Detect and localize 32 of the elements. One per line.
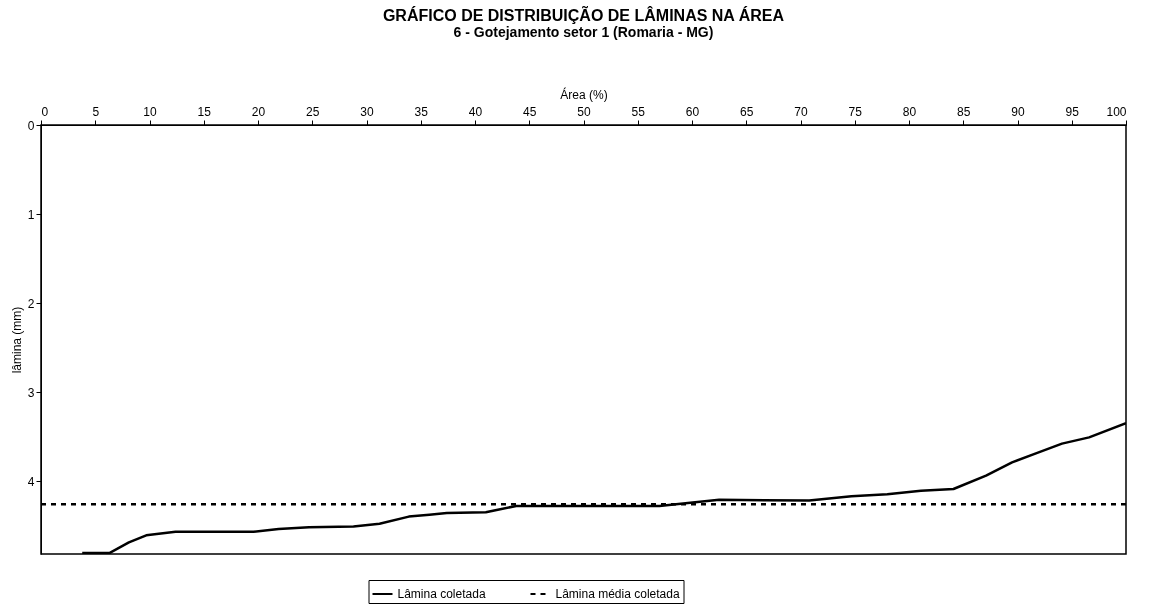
x-tick-label: 5 bbox=[92, 104, 100, 119]
y-tick-label: 0 bbox=[27, 118, 35, 133]
x-tick-label: 40 bbox=[468, 104, 483, 119]
x-tick-label: 10 bbox=[143, 104, 157, 119]
x-tick-label: 95 bbox=[1065, 104, 1080, 119]
x-tick-label: 70 bbox=[794, 104, 808, 119]
legend-label: Lâmina coletada bbox=[397, 587, 486, 601]
x-tick-label: 30 bbox=[360, 104, 374, 119]
x-tick-label: 100 bbox=[1106, 104, 1127, 119]
legend-label: Lâmina média coletada bbox=[555, 587, 680, 601]
y-tick-label: 3 bbox=[27, 385, 35, 400]
y-tick-label: 1 bbox=[27, 207, 35, 222]
y-axis-title: lâmina (mm) bbox=[9, 306, 24, 374]
x-tick-label: 15 bbox=[197, 104, 212, 119]
x-tick-label: 35 bbox=[414, 104, 429, 119]
x-tick-label: 55 bbox=[631, 104, 646, 119]
x-tick-label: 50 bbox=[577, 104, 591, 119]
x-tick-label: 85 bbox=[957, 104, 971, 119]
x-tick-label: 75 bbox=[848, 104, 863, 119]
y-tick-label: 4 bbox=[27, 474, 35, 489]
chart-title: GRÁFICO DE DISTRIBUIÇÃO DE LÂMINAS NA ÁREA bbox=[382, 5, 785, 24]
x-tick-label: 20 bbox=[251, 104, 266, 119]
x-tick-label: 90 bbox=[1011, 104, 1025, 119]
x-axis-title: Área (%) bbox=[560, 86, 608, 102]
y-tick-label: 2 bbox=[27, 296, 35, 311]
chart-subtitle: 6 - Gotejamento setor 1 (Romaria - MG) bbox=[453, 24, 714, 40]
x-tick-label: 65 bbox=[740, 104, 754, 119]
x-tick-label: 25 bbox=[306, 104, 320, 119]
x-tick-label: 60 bbox=[685, 104, 700, 119]
x-tick-label: 45 bbox=[523, 104, 537, 119]
x-tick-label: 0 bbox=[41, 104, 49, 119]
x-tick-label: 80 bbox=[902, 104, 917, 119]
